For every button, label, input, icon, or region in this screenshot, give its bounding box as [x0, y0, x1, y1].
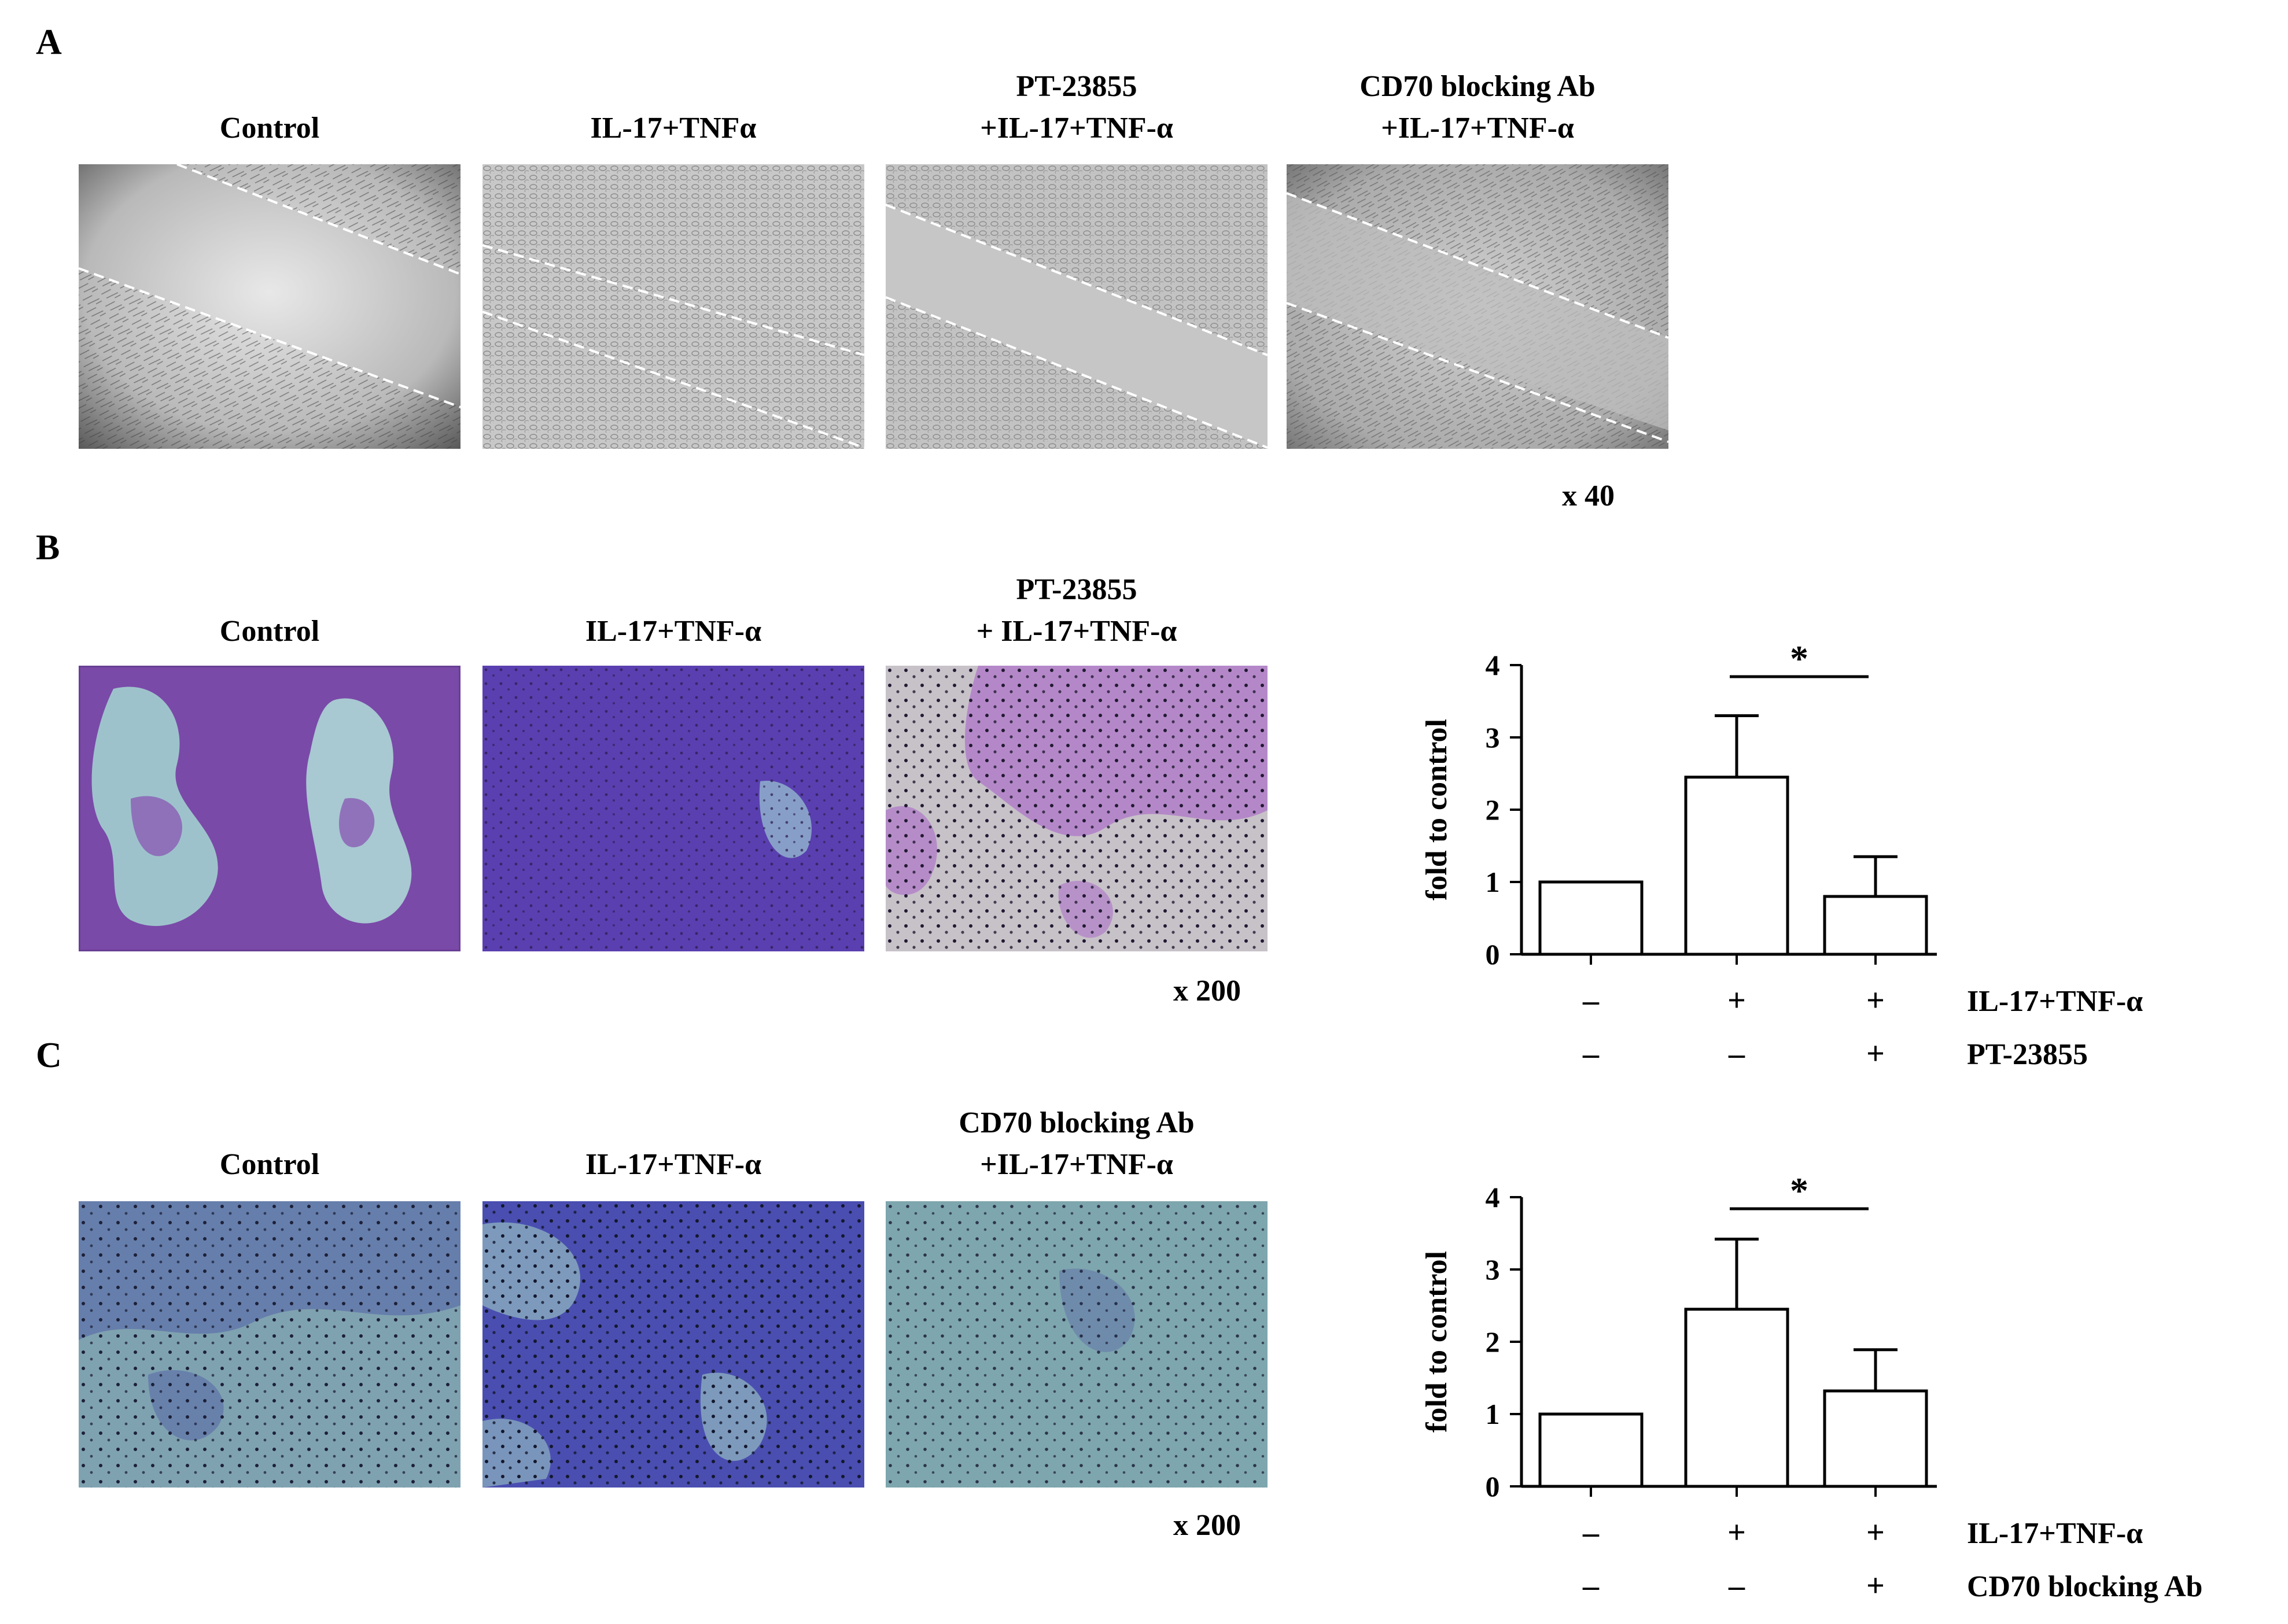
- micrograph-b-pt23855: [886, 666, 1268, 951]
- chart-c-y-tick-label: 2: [1486, 1326, 1500, 1358]
- panel-c-magnification: x 200: [1173, 1509, 1241, 1542]
- micrograph-b-il17-tnf: [482, 666, 864, 951]
- chart-c-y-tick-label: 3: [1486, 1253, 1500, 1286]
- micrograph-a-il17-tnf: [482, 164, 864, 449]
- chart-b-treatment-label: PT-23855: [1967, 1038, 2088, 1071]
- panel-c-letter: C: [36, 1036, 62, 1075]
- chart-b-treatment-label: IL-17+TNF-α: [1967, 985, 2143, 1018]
- panel-b-magnification: x 200: [1173, 975, 1241, 1007]
- chart-b-y-label: fold to control: [1420, 719, 1453, 900]
- chart-c-bar: [1823, 1389, 1928, 1488]
- chart-b-bar: [1823, 895, 1928, 956]
- panel-c-col3-title: CD70 blocking Ab +IL-17+TNF-α: [959, 1106, 1195, 1181]
- micrograph-b-control: [79, 666, 460, 951]
- chart-c-treatment-sign: +: [1866, 1568, 1885, 1604]
- chart-panel-c: 0 1 2 3 4 fold to control * – + + IL-17+TNF-α – – + CD…: [1377, 1168, 2279, 1619]
- micrograph-a-pt23855: [886, 164, 1268, 449]
- micrograph-a-control: [79, 164, 460, 449]
- panel-b-col3-title: PT-23855 + IL-17+TNF-α: [976, 573, 1177, 648]
- chart-c-y-tick-label: 4: [1486, 1181, 1500, 1213]
- chart-c-y-label: fold to control: [1420, 1251, 1453, 1433]
- chart-b-y-tick-label: 2: [1486, 793, 1500, 826]
- chart-b-treatment-sign: –: [1728, 1036, 1745, 1072]
- panel-b-col1-title: Control: [219, 615, 320, 648]
- panel-a-col3-title: PT-23855 +IL-17+TNF-α: [980, 70, 1173, 145]
- chart-c-y-tick-label: 1: [1486, 1398, 1500, 1430]
- chart-c-treatment-sign: –: [1582, 1568, 1600, 1604]
- chart-b-y-tick-label: 1: [1486, 866, 1500, 898]
- panel-c-col1-title: Control: [219, 1148, 320, 1181]
- chart-panel-b: 0 1 2 3 4 fold to control * – + + IL-17+TNF-α – – + PT…: [1377, 636, 2279, 1087]
- chart-c-bar: [1538, 1412, 1644, 1488]
- chart-b-y-tick-label: 0: [1486, 938, 1500, 970]
- chart-b-bar: [1538, 880, 1644, 956]
- panel-a-col2-title: IL-17+TNFα: [590, 112, 757, 145]
- micrograph-c-cd70-blocking: [886, 1201, 1268, 1488]
- chart-c-treatment-label: CD70 blocking Ab: [1967, 1570, 2202, 1603]
- chart-c-treatment-sign: +: [1866, 1515, 1885, 1551]
- panel-b-col2-title: IL-17+TNF-α: [585, 615, 762, 648]
- chart-b-treatment-sign: –: [1582, 1036, 1600, 1072]
- micrograph-c-il17-tnf: [482, 1201, 864, 1488]
- chart-c-bar: [1684, 1308, 1789, 1488]
- chart-b-significance-star: *: [1790, 638, 1808, 679]
- chart-b-treatment-sign: –: [1582, 983, 1600, 1018]
- chart-b-y-tick-label: 4: [1486, 649, 1500, 681]
- chart-c-treatment-label: IL-17+TNF-α: [1967, 1517, 2143, 1550]
- panel-a-letter: A: [36, 23, 62, 62]
- panel-a-col1-title: Control: [219, 112, 320, 145]
- micrograph-c-control: [79, 1201, 460, 1488]
- chart-b-treatment-sign: +: [1727, 983, 1746, 1018]
- panel-a-col4-title: CD70 blocking Ab +IL-17+TNF-α: [1359, 70, 1596, 145]
- panel-c-col2-title: IL-17+TNF-α: [585, 1148, 762, 1181]
- chart-b-treatment-sign: +: [1866, 1036, 1885, 1072]
- chart-b-svg: 0 1 2 3 4 fold to control * – + + IL-17+TNF-α – – + PT…: [1420, 638, 2143, 1072]
- chart-c-treatment-sign: –: [1582, 1515, 1600, 1551]
- panel-b-letter: B: [36, 528, 60, 567]
- chart-c-svg: 0 1 2 3 4 fold to control * – + + IL-17+TNF-α – – + CD…: [1420, 1170, 2202, 1604]
- panel-a-magnification: x 40: [1562, 479, 1615, 512]
- chart-b-y-tick-label: 3: [1486, 721, 1500, 754]
- chart-c-y-tick-label: 0: [1486, 1470, 1500, 1503]
- chart-b-treatment-sign: +: [1866, 983, 1885, 1018]
- chart-c-treatment-sign: +: [1727, 1515, 1746, 1551]
- micrograph-a-cd70-blocking: [1287, 164, 1668, 449]
- chart-c-significance-star: *: [1790, 1170, 1808, 1211]
- chart-c-treatment-sign: –: [1728, 1568, 1745, 1604]
- chart-b-bar: [1684, 776, 1789, 956]
